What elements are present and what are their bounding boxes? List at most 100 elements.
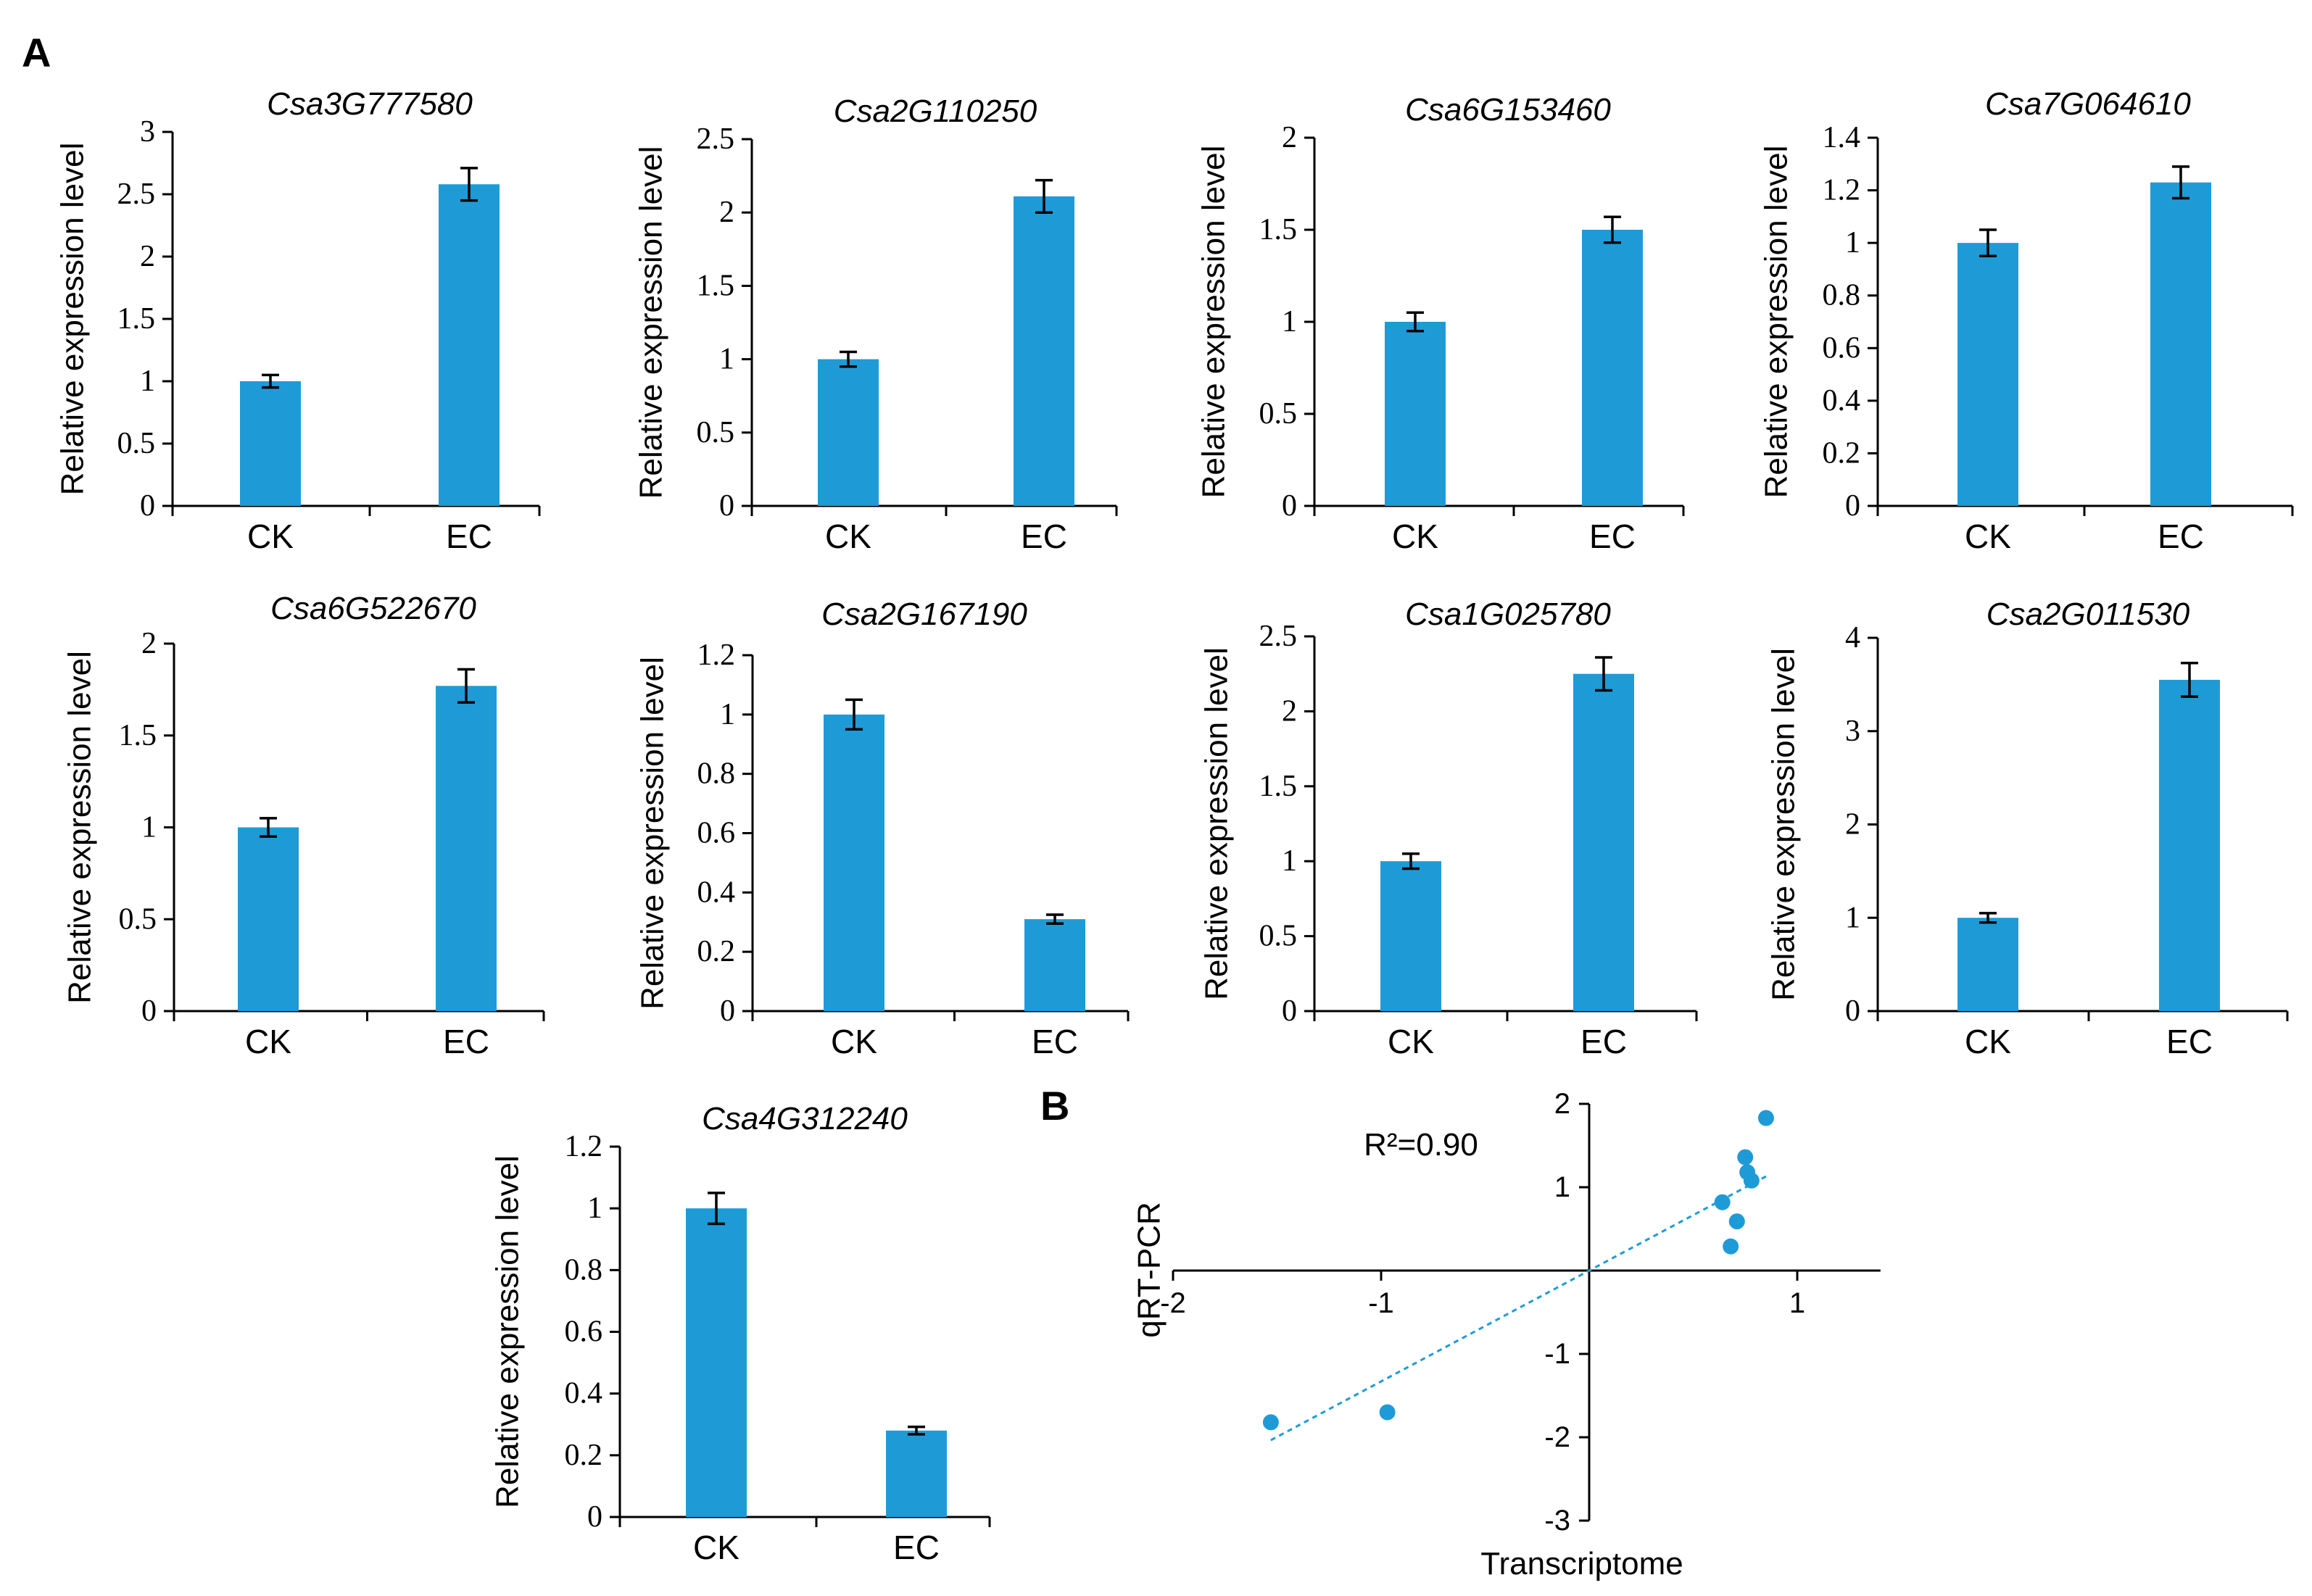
y-tick-label: -2 xyxy=(1544,1421,1570,1453)
y-tick-label: 2 xyxy=(1282,121,1297,154)
scatter-chart: -2 -1 1 -3 -2 -1 1 2 R²=0.90 Transcriptome qRT-PCR xyxy=(1132,1088,1881,1582)
bar-ec xyxy=(1582,230,1643,506)
bar-ec xyxy=(2159,679,2220,1011)
y-tick-label: 0 xyxy=(1845,994,1860,1028)
y-tick-label: 0.6 xyxy=(565,1316,603,1349)
panel-label-a: A xyxy=(22,30,51,75)
y-tick-label: 1.2 xyxy=(565,1130,603,1163)
bar-ec xyxy=(436,686,497,1011)
chart-title: Csa3G777580 xyxy=(267,86,473,122)
x-tick-label: CK xyxy=(1965,518,2011,555)
y-tick-label: 1 xyxy=(719,343,734,376)
x-tick-label: EC xyxy=(443,1023,489,1060)
scatter-point xyxy=(1714,1194,1731,1210)
y-tick-label: 2 xyxy=(140,240,155,273)
y-tick-label: 0 xyxy=(1282,994,1297,1028)
y-tick-label: 0 xyxy=(1282,489,1297,523)
x-tick-label: EC xyxy=(1021,518,1067,555)
scatter-point xyxy=(1743,1172,1760,1189)
bar-chart-2: Csa2G110250 Relative expression level 0 0.5… xyxy=(634,93,1118,555)
x-tick-label: CK xyxy=(1392,518,1438,555)
x-tick-label: EC xyxy=(1580,1023,1627,1060)
y-tick-label: 1 xyxy=(1282,305,1297,338)
y-tick-label: 2 xyxy=(141,627,157,660)
x-tick-label: CK xyxy=(693,1529,739,1566)
y-tick-label: 0.4 xyxy=(697,876,736,909)
x-tick-label: EC xyxy=(2158,518,2204,555)
x-tick-label: CK xyxy=(831,1023,877,1060)
x-tick-label: EC xyxy=(893,1529,940,1566)
bar-ck xyxy=(238,827,299,1011)
bar-chart-3: Csa6G153460 Relative expression level 0 0.5… xyxy=(1196,92,1685,555)
y-tick-label: 0.4 xyxy=(565,1377,603,1410)
y-tick-label: 0 xyxy=(140,489,155,523)
y-tick-label: 1.4 xyxy=(1823,121,1861,154)
x-tick-label: 1 xyxy=(1789,1287,1805,1319)
x-tick-label: EC xyxy=(2166,1023,2213,1060)
bar-chart-4: Csa7G064610 Relative expression level 0 0.2… xyxy=(1759,86,2294,555)
y-tick-label: 2.5 xyxy=(1259,620,1298,653)
y-tick-label: 0.5 xyxy=(117,427,156,460)
y-tick-label: 0.2 xyxy=(565,1439,603,1472)
y-tick-label: 3 xyxy=(1845,715,1860,748)
y-tick-label: 2 xyxy=(1845,808,1860,841)
y-axis-label: Relative expression level xyxy=(490,1155,526,1508)
scatter-point xyxy=(1728,1213,1745,1230)
bar-ck xyxy=(824,714,884,1011)
chart-title: Csa7G064610 xyxy=(1985,86,2191,122)
y-tick-label: 0.8 xyxy=(1823,279,1861,312)
y-tick-label: -3 xyxy=(1544,1505,1570,1537)
x-tick-label: CK xyxy=(1388,1023,1434,1060)
y-tick-label: 0 xyxy=(720,994,735,1028)
y-axis-label: Relative expression level xyxy=(1199,647,1235,1000)
y-axis-label: qRT-PCR xyxy=(1132,1202,1167,1337)
scatter-point xyxy=(1723,1238,1739,1255)
y-tick-label: 1.2 xyxy=(1823,174,1861,207)
y-tick-label: 1 xyxy=(587,1192,602,1225)
y-tick-label: -1 xyxy=(1544,1338,1570,1370)
y-axis-label: Relative expression level xyxy=(1196,146,1232,499)
bar-chart-9: Csa4G312240 Relative expression level 0 0.2… xyxy=(490,1101,991,1566)
y-tick-label: 0.8 xyxy=(697,757,736,791)
x-tick-label: -2 xyxy=(1160,1287,1186,1319)
bar-ck xyxy=(818,359,879,506)
bar-ec xyxy=(2150,182,2211,506)
y-tick-label: 0.2 xyxy=(697,935,736,968)
y-tick-label: 0 xyxy=(141,994,157,1028)
panel-label-b: B xyxy=(1040,1083,1069,1129)
chart-title: Csa4G312240 xyxy=(702,1101,908,1136)
bar-ck xyxy=(1957,243,2018,506)
y-tick-label: 1 xyxy=(141,811,157,844)
y-tick-label: 0.6 xyxy=(1823,331,1861,365)
bar-chart-1: Csa3G777580 Relative expression level 0 0.5… xyxy=(55,86,541,555)
y-tick-label: 1.2 xyxy=(697,639,736,672)
x-tick-label: EC xyxy=(1589,518,1636,555)
y-axis-label: Relative expression level xyxy=(634,146,669,499)
y-axis-label: Relative expression level xyxy=(55,143,91,496)
y-tick-label: 1 xyxy=(1845,901,1860,934)
y-tick-label: 2.5 xyxy=(117,178,156,211)
y-tick-label: 1 xyxy=(1282,844,1297,878)
y-tick-label: 0.5 xyxy=(119,902,157,936)
y-axis-label: Relative expression level xyxy=(62,651,98,1004)
y-tick-label: 0 xyxy=(1845,489,1860,523)
y-tick-label: 0.2 xyxy=(1823,436,1861,470)
x-tick-label: CK xyxy=(825,518,871,555)
y-axis-label: Relative expression level xyxy=(1759,146,1794,499)
bar-ck xyxy=(1957,918,2018,1011)
r-squared-annotation: R²=0.90 xyxy=(1364,1127,1478,1163)
chart-title: Csa6G153460 xyxy=(1405,92,1611,128)
scatter-point xyxy=(1262,1414,1279,1431)
bar-ec xyxy=(1014,196,1074,506)
scatter-point xyxy=(1737,1149,1754,1165)
y-tick-label: 1.5 xyxy=(119,719,157,752)
y-tick-label: 2 xyxy=(1282,694,1297,728)
bar-ck xyxy=(686,1208,747,1517)
bar-ck xyxy=(240,381,301,506)
y-tick-label: 3 xyxy=(140,115,155,149)
y-tick-label: 1.5 xyxy=(697,269,735,302)
y-tick-label: 2 xyxy=(1554,1088,1570,1120)
y-tick-label: 1 xyxy=(1554,1171,1570,1203)
scatter-point xyxy=(1379,1404,1396,1421)
